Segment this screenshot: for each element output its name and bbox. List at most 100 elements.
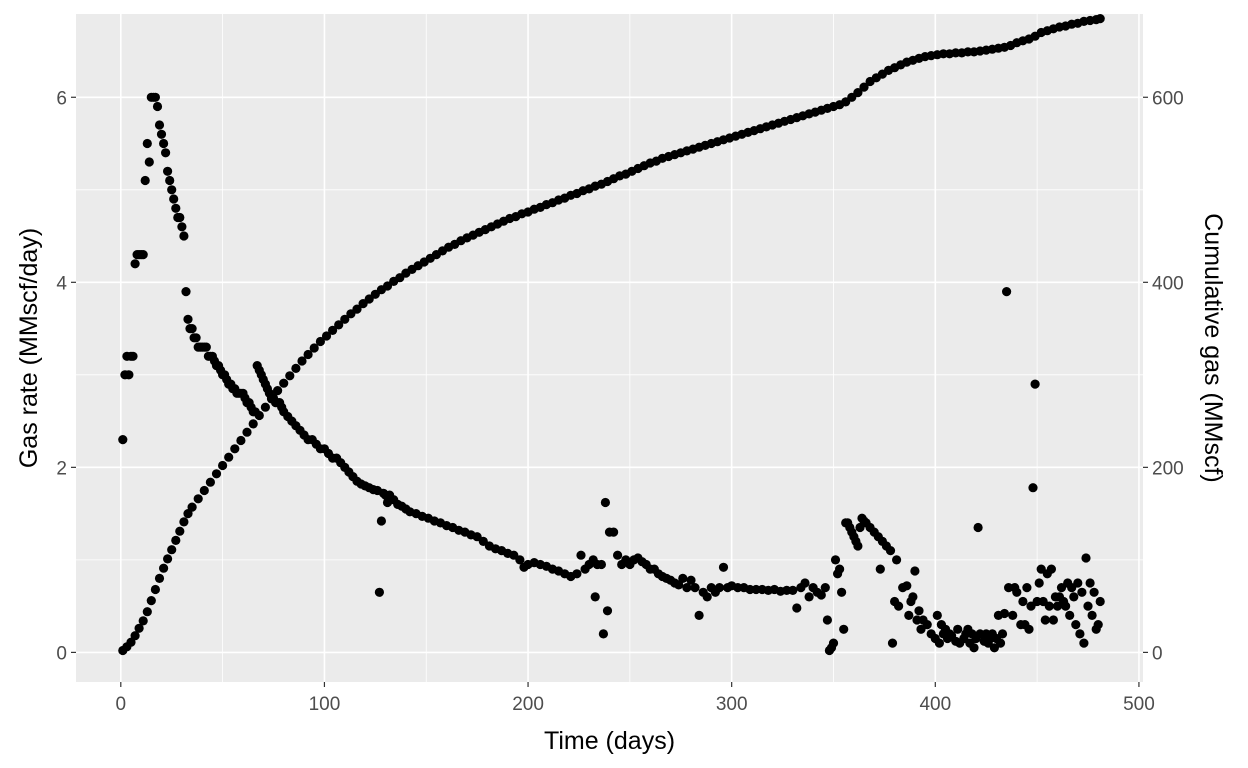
gas-rate-point: [910, 566, 920, 576]
gas-rate-point: [1061, 601, 1071, 611]
cumulative-gas-point: [230, 444, 240, 454]
cumulative-gas-point: [321, 331, 332, 341]
gas-rate-point: [613, 550, 623, 560]
gas-rate-point: [914, 606, 924, 616]
cumulative-gas-point: [254, 410, 264, 421]
gas-rate-point: [138, 250, 148, 260]
y-axis-title: Gas rate (MMscf/day): [15, 228, 43, 468]
cumulative-gas-point: [146, 596, 156, 606]
cumulative-gas-point: [171, 535, 181, 546]
y-tick-label: 2: [56, 458, 67, 479]
cumulative-gas-point: [853, 88, 863, 98]
y-tick-label: 6: [56, 88, 67, 109]
gas-rate-point: [1095, 596, 1105, 607]
gas-rate-point: [853, 541, 863, 551]
gas-rate-point: [1089, 587, 1099, 597]
cumulative-gas-point: [291, 363, 301, 373]
cumulative-gas-point: [159, 563, 169, 573]
gas-rate-point: [1018, 596, 1028, 607]
cumulative-gas-point: [279, 378, 289, 388]
y2-tick-label: 0: [1152, 643, 1163, 664]
gas-rate-point: [820, 583, 830, 593]
gas-rate-point: [150, 92, 160, 102]
y2-tick-label: 200: [1152, 458, 1184, 479]
gas-rate-point: [816, 590, 826, 600]
gas-rate-point: [714, 583, 725, 593]
gas-rate-point: [572, 569, 582, 579]
gas-rate-point: [908, 592, 918, 602]
gas-rate-point: [1022, 583, 1032, 593]
gas-rate-point: [822, 615, 833, 625]
x-tick-label: 0: [116, 694, 127, 715]
gas-rate-point: [792, 603, 802, 613]
gas-rate-point: [152, 101, 163, 112]
gas-rate-point: [1065, 610, 1075, 621]
y-tick-labels: 0 2 4 6: [56, 88, 67, 664]
gas-rate-point: [678, 573, 688, 584]
gas-rate-point: [602, 606, 613, 616]
panel-background: [76, 14, 1143, 682]
gas-rate-point: [887, 638, 898, 648]
gas-rate-point: [156, 129, 167, 139]
cumulative-gas-point: [315, 336, 325, 347]
gas-rate-point: [694, 610, 704, 621]
gas-rate-point: [600, 497, 611, 508]
cumulative-gas-point: [205, 477, 215, 487]
gas-rate-point: [885, 546, 896, 556]
data-points: [118, 14, 1105, 656]
gas-rate-point: [1075, 629, 1085, 639]
gas-rate-point: [118, 435, 128, 445]
gas-rate-point: [128, 351, 138, 361]
gas-rate-point: [576, 550, 586, 560]
cumulative-gas-point: [224, 452, 234, 462]
gas-rate-point: [1034, 578, 1044, 588]
cumulative-gas-point: [334, 320, 344, 330]
gas-rate-point: [973, 522, 983, 533]
cumulative-gas-point: [297, 356, 307, 366]
gas-rate-point: [800, 578, 810, 588]
gas-rate-point: [1048, 615, 1058, 625]
cumulative-gas-point: [1095, 14, 1105, 24]
y-tick-label: 4: [56, 273, 67, 294]
gas-rate-point: [124, 370, 134, 380]
cumulative-gas-point: [260, 402, 270, 412]
gas-rate-point: [995, 638, 1006, 648]
gas-rate-point: [142, 138, 152, 149]
cumulative-gas-point: [248, 419, 258, 429]
y-tick-label: 0: [56, 643, 67, 664]
cumulative-gas-point: [179, 517, 189, 527]
gas-rate-point: [904, 610, 914, 621]
gas-rate-point: [894, 601, 904, 611]
gas-rate-point: [997, 629, 1008, 639]
gas-rate-point: [515, 555, 525, 565]
cumulative-gas-point: [163, 554, 173, 564]
gas-rate-point: [177, 222, 187, 232]
gas-rate-point: [191, 333, 201, 343]
gas-rate-point: [934, 638, 945, 648]
gas-rate-point: [830, 555, 841, 565]
gas-rate-point: [690, 583, 700, 593]
gas-rate-point: [1081, 553, 1091, 563]
gas-rate-point: [140, 175, 150, 186]
cumulative-gas-point: [236, 435, 246, 446]
cumulative-gas-point: [266, 394, 277, 404]
gas-rate-point: [171, 203, 181, 213]
gas-rate-point: [1024, 624, 1034, 634]
gas-rate-point: [590, 592, 600, 602]
gas-rate-point: [201, 342, 211, 352]
gas-rate-point: [1077, 587, 1087, 597]
gas-rate-point: [1040, 615, 1050, 625]
cumulative-gas-point: [138, 616, 148, 626]
gas-rate-point: [154, 120, 165, 130]
x-tick-label: 300: [716, 694, 748, 715]
gas-rate-point: [167, 185, 177, 195]
gas-rate-point: [609, 527, 619, 537]
gas-rate-point: [598, 629, 609, 639]
gas-rate-point: [1069, 592, 1079, 602]
gas-rate-point: [682, 583, 692, 593]
gas-rate-point: [376, 516, 386, 526]
gas-rate-point: [374, 587, 384, 597]
y2-tick-labels: 0 200 400 600: [1152, 88, 1184, 664]
gas-rate-point: [1012, 587, 1022, 597]
cumulative-gas-point: [142, 607, 152, 617]
